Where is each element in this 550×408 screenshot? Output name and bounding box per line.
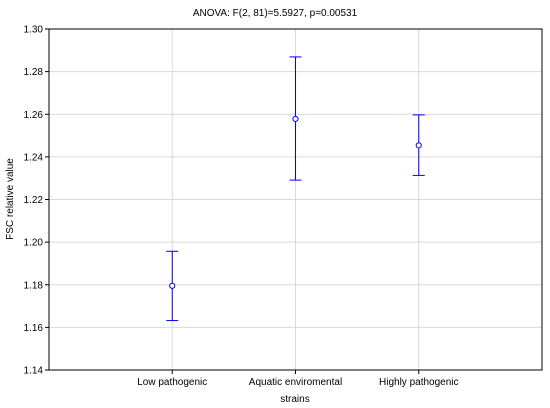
x-axis-label: strains (280, 394, 309, 405)
y-tick-label: 1.20 (24, 238, 44, 249)
x-axis-ticks: Low pathogenic Aquatic enviromental Highly… (137, 370, 459, 388)
y-tick-label: 1.26 (24, 110, 44, 121)
x-tick-label: Highly pathogenic (379, 377, 459, 388)
chart-title: ANOVA: F(2, 81)=5.5927, p=0.00531 (193, 8, 358, 19)
y-tick-label: 1.24 (24, 152, 44, 163)
y-tick-label: 1.18 (24, 280, 44, 291)
mean-point (292, 115, 299, 123)
y-axis-ticks: 1.14 1.16 1.18 1.20 1.22 1.24 1.26 1.28 1.30 (24, 25, 49, 377)
mean-point (169, 282, 176, 289)
y-axis-label: FSC relative value (5, 158, 16, 240)
y-tick-label: 1.22 (24, 195, 44, 206)
mean-point (415, 142, 422, 149)
y-tick-label: 1.28 (24, 67, 44, 78)
y-tick-label: 1.16 (24, 323, 44, 334)
error-bars (166, 56, 425, 322)
y-tick-label: 1.14 (24, 366, 44, 377)
x-tick-label: Aquatic enviromental (249, 377, 342, 388)
y-tick-label: 1.30 (24, 25, 44, 36)
x-tick-label: Low pathogenic (137, 377, 207, 388)
